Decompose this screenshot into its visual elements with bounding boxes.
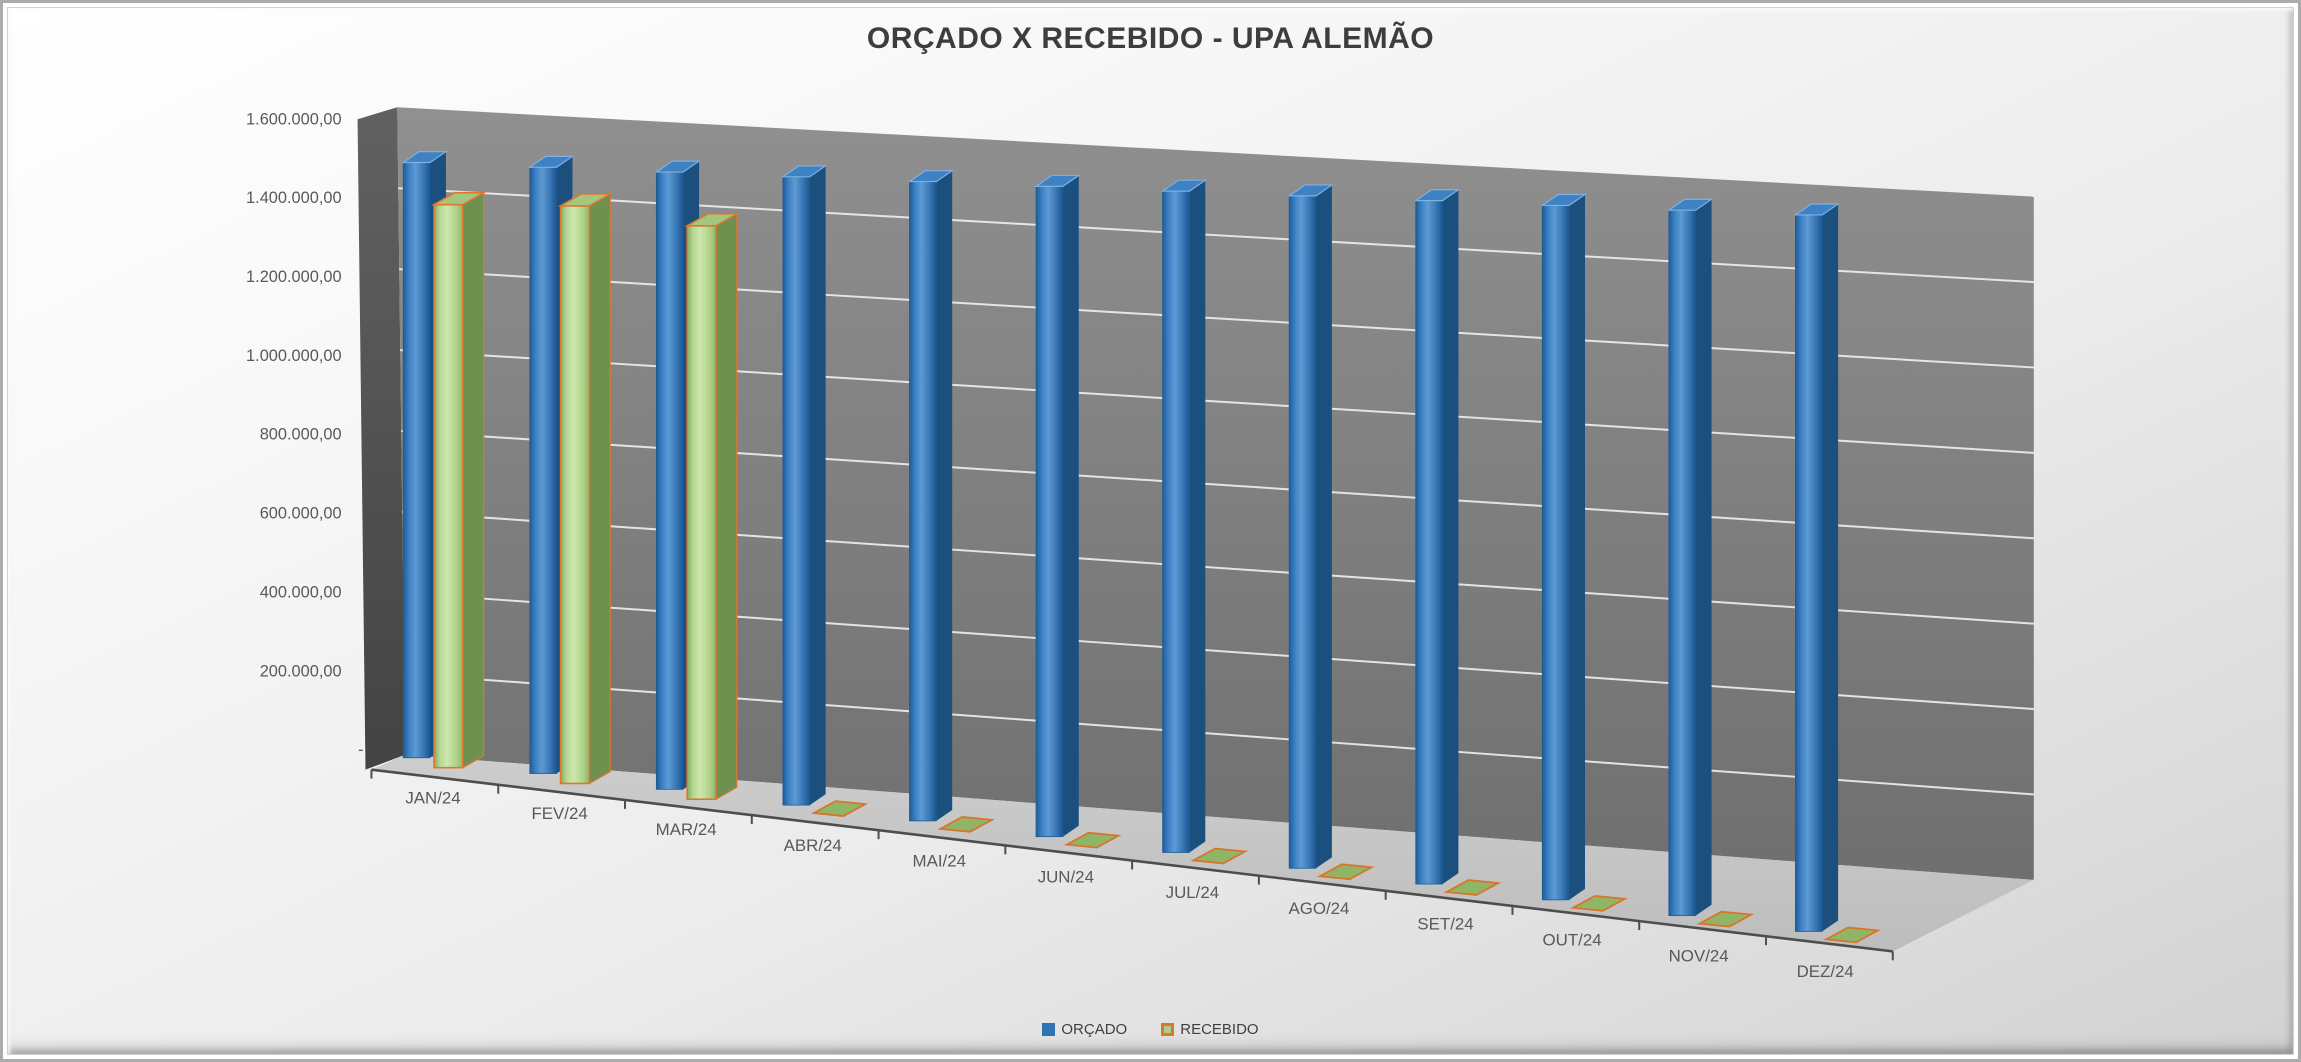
chart-3d-scene: - 200.000,00 400.000,00 600.000,00 800.000,0… <box>246 107 2034 981</box>
legend-item-recebido[interactable]: RECEBIDO <box>1161 1021 1259 1038</box>
x-axis-label: AGO/24 <box>1288 899 1349 918</box>
bar-orcado-OUT/24[interactable] <box>1540 193 1587 901</box>
x-axis-label: JUN/24 <box>1038 867 1094 886</box>
y-axis-label: - <box>358 741 363 759</box>
bar-recebido-JAN/24[interactable] <box>431 191 487 769</box>
legend-item-orcado[interactable]: ORÇADO <box>1042 1021 1127 1038</box>
bar-recebido-JUL/24[interactable] <box>1190 847 1248 865</box>
bar-orcado-SET/24[interactable] <box>1413 189 1461 885</box>
legend-label-orcado: ORÇADO <box>1061 1021 1128 1038</box>
x-axis-label: DEZ/24 <box>1797 962 1854 981</box>
bar-recebido-AGO/24[interactable] <box>1316 863 1375 881</box>
y-axis-label: 600.000,00 <box>260 505 342 523</box>
back-wall <box>397 107 2034 880</box>
bar-orcado-ABR/24[interactable] <box>781 165 828 806</box>
bar-recebido-MAR/24[interactable] <box>684 212 740 801</box>
chart-title: ORÇADO X RECEBIDO - UPA ALEMÃO <box>866 22 1435 55</box>
x-axis-label: JAN/24 <box>405 788 460 807</box>
bar-recebido-MAI/24[interactable] <box>937 816 995 833</box>
y-axis-label: 200.000,00 <box>260 662 342 680</box>
bar-recebido-NOV/24[interactable] <box>1696 910 1755 928</box>
bar-orcado-DEZ/24[interactable] <box>1793 203 1841 932</box>
legend-swatch-orcado <box>1042 1023 1056 1036</box>
bar-orcado-JUN/24[interactable] <box>1034 174 1081 838</box>
bar-orcado-JUL/24[interactable] <box>1160 179 1208 853</box>
bar-orcado-MAI/24[interactable] <box>907 170 955 822</box>
y-axis-label: 400.000,00 <box>260 583 342 601</box>
x-axis-label: OUT/24 <box>1543 931 1602 950</box>
y-axis-label: 1.200.000,00 <box>246 268 342 286</box>
y-axis-label: 1.000.000,00 <box>246 347 342 365</box>
x-axis-label: MAI/24 <box>913 852 966 871</box>
legend-swatch-recebido <box>1161 1023 1175 1036</box>
x-axis-label: ABR/24 <box>784 836 842 855</box>
left-wall <box>357 107 406 770</box>
x-axis-label: NOV/24 <box>1669 946 1729 965</box>
y-axis-label: 1.400.000,00 <box>246 189 342 207</box>
bar-recebido-ABR/24[interactable] <box>810 800 869 817</box>
legend-label-recebido: RECEBIDO <box>1180 1021 1259 1038</box>
bar-orcado-AGO/24[interactable] <box>1287 184 1334 869</box>
y-axis-label: 1.600.000,00 <box>246 110 342 128</box>
legend: ORÇADO RECEBIDO <box>8 1021 2293 1038</box>
bar-recebido-DEZ/24[interactable] <box>1823 926 1881 944</box>
chart-panel: ORÇADO X RECEBIDO - UPA ALEMÃO <box>7 7 2294 1055</box>
bar-recebido-OUT/24[interactable] <box>1570 894 1628 912</box>
bar-recebido-JUN/24[interactable] <box>1063 831 1122 849</box>
bar-recebido-FEV/24[interactable] <box>557 192 614 785</box>
bar-recebido-SET/24[interactable] <box>1443 879 1502 896</box>
x-axis-label: MAR/24 <box>656 820 717 839</box>
x-axis-label: FEV/24 <box>531 804 587 823</box>
x-axis-label: SET/24 <box>1417 915 1473 934</box>
bar-orcado-NOV/24[interactable] <box>1666 198 1714 917</box>
x-axis-label: JUL/24 <box>1166 883 1219 902</box>
y-axis-label: 800.000,00 <box>260 426 342 444</box>
